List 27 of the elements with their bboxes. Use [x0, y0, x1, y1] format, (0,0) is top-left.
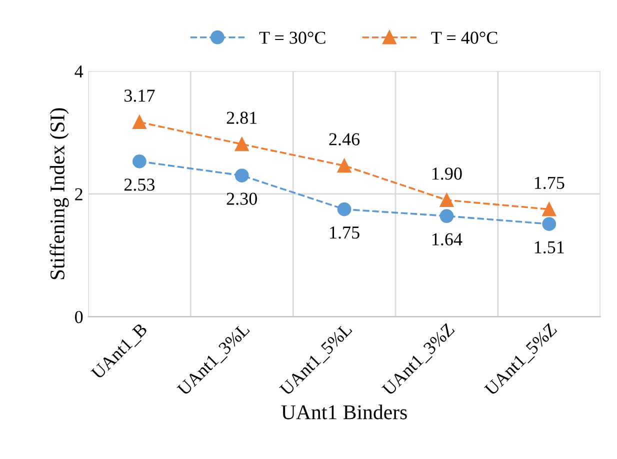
legend-label: T = 40°C: [431, 32, 498, 44]
y-tick-label: 0: [75, 310, 83, 324]
point: [337, 202, 352, 216]
point: [132, 154, 146, 168]
data-label: 2.30: [226, 192, 257, 205]
data-label: 1.90: [432, 168, 462, 180]
y-axis-title: Stiffening Index (SI): [50, 108, 69, 280]
data-label: 1.75: [330, 226, 360, 239]
legend-label: T = 30°C: [259, 32, 326, 44]
data-label: 2.46: [329, 133, 360, 146]
data-label: 2.53: [124, 178, 155, 191]
point: [440, 209, 454, 223]
point: [234, 137, 249, 152]
point: [440, 193, 454, 208]
point: [234, 168, 249, 182]
data-label: 1.51: [534, 241, 564, 254]
y-tick-label: 4: [74, 66, 84, 78]
point: [542, 202, 556, 216]
point: [132, 115, 146, 130]
point: [337, 158, 352, 173]
point: [542, 217, 556, 231]
data-label: 2.81: [226, 112, 257, 124]
data-label: 3.17: [124, 90, 155, 102]
data-label: 1.75: [534, 176, 564, 190]
x-axis-title: UAnt1 Binders: [281, 404, 407, 420]
data-label: 1.64: [432, 233, 462, 246]
y-tick-label: 2: [75, 188, 82, 200]
